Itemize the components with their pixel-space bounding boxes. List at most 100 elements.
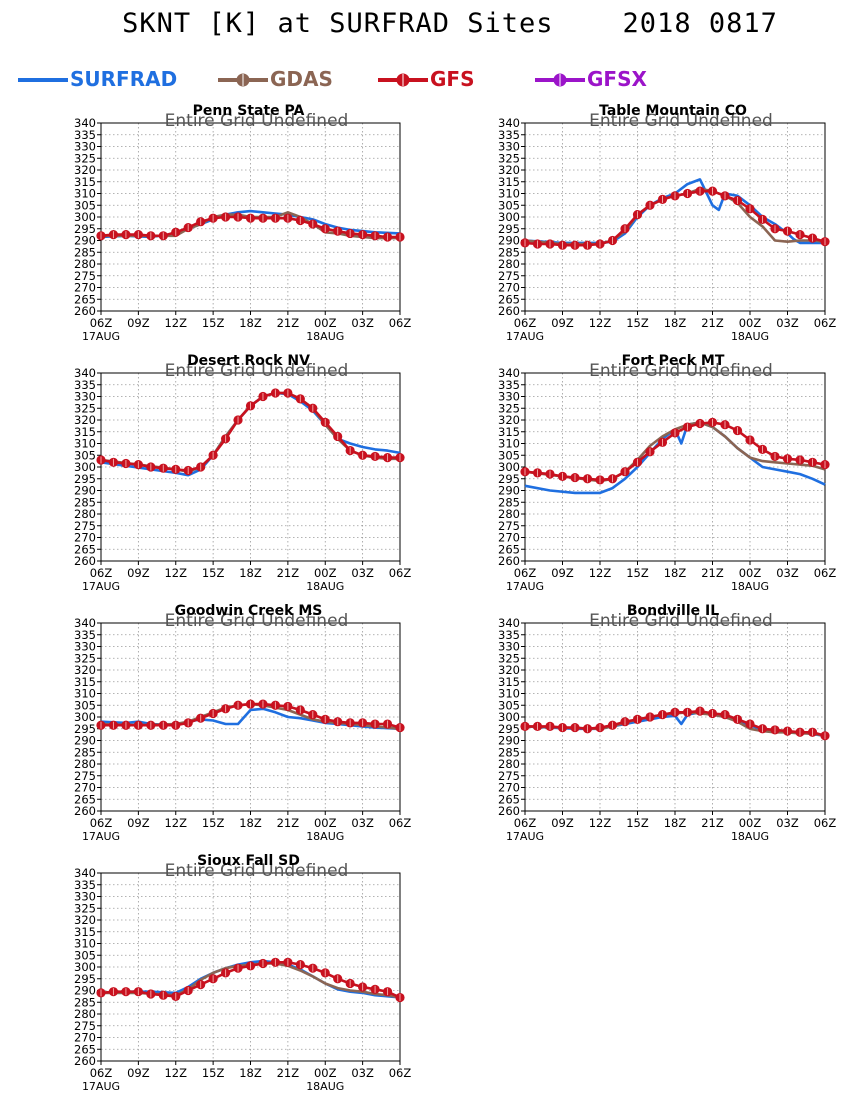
y-tick-label: 290 [498,734,520,748]
overlay-text: Entire Grid Undefined [589,611,773,631]
y-tick-label: 340 [498,616,520,630]
date-label: 18AUG [306,1080,344,1093]
legend-label: SURFRAD [70,67,178,91]
x-tick-label: 12Z [164,816,187,830]
x-tick-label: 15Z [202,316,225,330]
y-tick-label: 315 [498,175,520,189]
x-tick-label: 06Z [389,816,412,830]
x-tick-label: 09Z [127,316,150,330]
legend-label: GDAS [270,67,333,91]
overlay-text: Entire Grid Undefined [165,611,349,631]
y-tick-label: 320 [74,913,96,927]
x-tick-label: 12Z [589,816,612,830]
y-tick-label: 315 [74,925,96,939]
y-tick-label: 315 [498,675,520,689]
x-tick-label: 18Z [664,316,687,330]
y-tick-label: 290 [498,234,520,248]
legend-swatch [535,73,585,87]
y-tick-label: 270 [74,781,96,795]
date-label: 17AUG [82,580,120,593]
y-tick-label: 265 [498,542,520,556]
x-tick-label: 18Z [239,1066,262,1080]
y-tick-label: 325 [498,151,520,165]
x-tick-label: 15Z [626,316,649,330]
x-tick-label: 21Z [277,816,300,830]
panel-title: Goodwin Creek MS [175,603,323,619]
y-tick-label: 260 [74,304,96,318]
overlay-text: Entire Grid Undefined [589,361,773,381]
overlay-text: Entire Grid Undefined [165,861,349,881]
x-tick-label: 06Z [514,816,537,830]
panel-title: Desert Rock NV [187,353,310,369]
y-tick-label: 300 [74,960,96,974]
x-tick-label: 12Z [164,566,187,580]
y-tick-label: 330 [74,390,96,404]
y-tick-label: 275 [74,769,96,783]
y-tick-label: 325 [498,401,520,415]
y-tick-label: 285 [74,245,96,259]
y-tick-label: 320 [74,663,96,677]
y-tick-label: 280 [498,507,520,521]
x-tick-label: 00Z [739,566,762,580]
y-tick-label: 305 [74,948,96,962]
x-tick-label: 06Z [90,566,113,580]
y-tick-label: 275 [498,519,520,533]
y-tick-label: 295 [498,722,520,736]
y-tick-label: 335 [74,628,96,642]
panel-title: Table Mountain CO [599,103,747,119]
y-tick-label: 335 [498,128,520,142]
x-tick-label: 09Z [127,1066,150,1080]
y-tick-label: 325 [498,651,520,665]
chart-panel: 2602652702752802852902953003053103153203… [498,353,836,593]
y-tick-label: 300 [498,210,520,224]
date-label: 18AUG [731,330,769,343]
x-tick-label: 21Z [277,316,300,330]
y-tick-label: 260 [74,1054,96,1068]
date-label: 17AUG [506,580,544,593]
y-tick-label: 280 [74,507,96,521]
y-tick-label: 295 [498,222,520,236]
x-tick-label: 03Z [351,1066,374,1080]
x-tick-label: 15Z [626,566,649,580]
x-tick-label: 00Z [739,316,762,330]
x-tick-label: 21Z [277,566,300,580]
y-tick-label: 305 [498,198,520,212]
y-tick-label: 335 [74,378,96,392]
y-tick-label: 310 [74,187,96,201]
y-tick-label: 290 [74,734,96,748]
y-tick-label: 270 [74,281,96,295]
panel-title: Sioux Fall SD [197,853,300,869]
y-tick-label: 340 [498,116,520,130]
date-label: 18AUG [306,330,344,343]
x-tick-label: 00Z [314,316,337,330]
x-tick-label: 06Z [90,1066,113,1080]
x-tick-label: 12Z [589,316,612,330]
x-tick-label: 09Z [551,566,574,580]
y-tick-label: 315 [74,175,96,189]
y-tick-label: 285 [74,995,96,1009]
legend-swatch [18,78,68,82]
x-tick-label: 09Z [127,816,150,830]
y-tick-label: 285 [74,745,96,759]
y-tick-label: 265 [74,1042,96,1056]
y-tick-label: 290 [498,484,520,498]
date-label: 17AUG [82,830,120,843]
y-tick-label: 310 [74,687,96,701]
x-tick-label: 12Z [164,316,187,330]
y-tick-label: 315 [74,425,96,439]
y-tick-label: 325 [74,651,96,665]
x-tick-label: 21Z [701,816,724,830]
y-tick-label: 280 [74,1007,96,1021]
y-tick-label: 310 [74,937,96,951]
y-tick-label: 300 [498,460,520,474]
x-tick-label: 09Z [551,816,574,830]
x-tick-label: 06Z [389,316,412,330]
x-tick-label: 06Z [389,566,412,580]
x-tick-label: 12Z [164,1066,187,1080]
y-tick-label: 280 [498,257,520,271]
y-tick-label: 320 [74,413,96,427]
y-tick-label: 305 [498,448,520,462]
date-label: 18AUG [731,580,769,593]
overlay-text: Entire Grid Undefined [165,111,349,131]
y-tick-label: 260 [74,804,96,818]
